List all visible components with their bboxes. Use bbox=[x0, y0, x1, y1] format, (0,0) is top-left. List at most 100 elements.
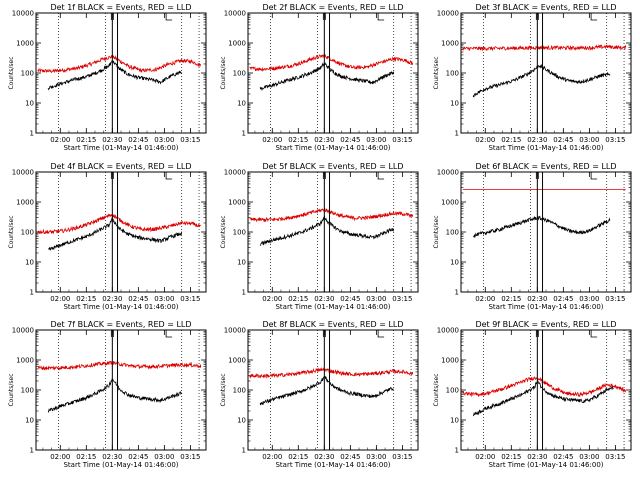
x-tick-label: 02:45 bbox=[340, 295, 360, 303]
interval-corner-mark bbox=[377, 13, 385, 21]
interval-corner-mark bbox=[165, 330, 173, 338]
panel-title: Det 7f BLACK = Events, RED = LLD bbox=[50, 320, 191, 329]
panel-title: Det 3f BLACK = Events, RED = LLD bbox=[475, 3, 616, 12]
series-events bbox=[47, 377, 183, 413]
y-tick-label: 10000 bbox=[224, 169, 246, 177]
y-tick-label: 1000 bbox=[228, 199, 246, 207]
y-tick-label: 10000 bbox=[12, 10, 34, 18]
x-tick-label: 03:00 bbox=[154, 453, 174, 461]
x-tick-label: 03:15 bbox=[180, 295, 200, 303]
series-lld bbox=[462, 43, 627, 52]
x-axis-label: Start Time (01-May-14 01:46:00) bbox=[275, 461, 390, 469]
x-tick-label: 03:00 bbox=[154, 295, 174, 303]
x-tick-label: 02:00 bbox=[262, 453, 282, 461]
y-tick-label: 100 bbox=[21, 70, 34, 78]
interval-corner-mark bbox=[322, 172, 326, 179]
y-tick-label: 10000 bbox=[12, 169, 34, 177]
y-tick-label: 1 bbox=[30, 130, 34, 138]
x-tick-label: 03:15 bbox=[392, 136, 412, 144]
series-events bbox=[472, 64, 611, 98]
plot-frame bbox=[247, 171, 419, 293]
y-tick-label: 1000 bbox=[228, 40, 246, 48]
y-tick-label: 1 bbox=[30, 289, 34, 297]
interval-corner-mark bbox=[110, 172, 114, 179]
x-tick-label: 02:15 bbox=[501, 453, 521, 461]
interval-corner-mark bbox=[322, 13, 326, 20]
x-tick-label: 03:15 bbox=[605, 295, 625, 303]
y-tick-label: 10000 bbox=[224, 10, 246, 18]
x-tick-label: 02:30 bbox=[527, 295, 547, 303]
x-axis-label: Start Time (01-May-14 01:46:00) bbox=[63, 461, 178, 469]
plot-frame bbox=[35, 12, 207, 134]
series-lld bbox=[37, 360, 202, 371]
y-tick-label: 10 bbox=[237, 417, 246, 425]
x-tick-label: 02:00 bbox=[50, 295, 70, 303]
x-tick-label: 02:00 bbox=[475, 453, 495, 461]
x-tick-label: 02:30 bbox=[102, 295, 122, 303]
interval-corner-mark bbox=[110, 13, 114, 20]
x-tick-label: 02:15 bbox=[501, 295, 521, 303]
x-axis-label: Start Time (01-May-14 01:46:00) bbox=[488, 144, 603, 152]
x-axis-label: Start Time (01-May-14 01:46:00) bbox=[488, 303, 603, 311]
y-tick-label: 100 bbox=[21, 387, 34, 395]
y-tick-label: 100 bbox=[233, 387, 246, 395]
y-tick-label: 10 bbox=[237, 259, 246, 267]
interval-corner-mark bbox=[590, 330, 598, 338]
y-tick-label: 1000 bbox=[16, 40, 34, 48]
y-axis-label: Counts/sec bbox=[8, 56, 15, 89]
x-axis-label: Start Time (01-May-14 01:46:00) bbox=[63, 144, 178, 152]
interval-corner-mark bbox=[590, 172, 598, 180]
series-events bbox=[259, 61, 395, 92]
y-tick-label: 10 bbox=[25, 417, 34, 425]
x-tick-label: 02:00 bbox=[50, 453, 70, 461]
y-tick-label: 1000 bbox=[441, 357, 459, 365]
x-tick-label: 02:45 bbox=[553, 136, 573, 144]
x-tick-label: 02:45 bbox=[128, 136, 148, 144]
x-axis-label: Start Time (01-May-14 01:46:00) bbox=[275, 303, 390, 311]
plot-frame bbox=[460, 12, 632, 134]
panel-det-3: Det 3f BLACK = Events, RED = LLD 1 10 100 10… bbox=[433, 3, 632, 152]
x-axis-label: Start Time (01-May-14 01:46:00) bbox=[63, 303, 178, 311]
x-tick-label: 03:00 bbox=[366, 136, 386, 144]
interval-corner-mark bbox=[535, 330, 539, 337]
y-tick-label: 1000 bbox=[441, 40, 459, 48]
y-axis-label: Counts/sec bbox=[433, 56, 440, 89]
y-tick-label: 1 bbox=[30, 447, 34, 455]
x-tick-label: 03:15 bbox=[392, 453, 412, 461]
y-axis-label: Counts/sec bbox=[433, 373, 440, 406]
panel-det-2: Det 2f BLACK = Events, RED = LLD 1 10 100 10… bbox=[220, 3, 419, 152]
x-tick-label: 03:00 bbox=[579, 453, 599, 461]
x-tick-label: 02:45 bbox=[553, 453, 573, 461]
x-tick-label: 03:15 bbox=[180, 453, 200, 461]
y-axis-label: Counts/sec bbox=[220, 373, 227, 406]
y-tick-label: 100 bbox=[233, 70, 246, 78]
x-tick-label: 02:00 bbox=[475, 136, 495, 144]
panel-title: Det 5f BLACK = Events, RED = LLD bbox=[262, 162, 403, 171]
y-tick-label: 100 bbox=[446, 387, 459, 395]
y-axis-label: Counts/sec bbox=[220, 215, 227, 248]
y-tick-label: 1000 bbox=[16, 199, 34, 207]
panel-det-5: Det 5f BLACK = Events, RED = LLD 1 10 100 10… bbox=[220, 162, 419, 311]
x-tick-label: 03:00 bbox=[579, 136, 599, 144]
series-events bbox=[259, 216, 395, 246]
x-tick-label: 03:00 bbox=[366, 453, 386, 461]
panel-title: Det 1f BLACK = Events, RED = LLD bbox=[50, 3, 191, 12]
x-tick-label: 02:30 bbox=[102, 453, 122, 461]
x-tick-label: 02:00 bbox=[262, 136, 282, 144]
x-tick-label: 03:00 bbox=[579, 295, 599, 303]
x-tick-label: 02:15 bbox=[76, 295, 96, 303]
y-tick-label: 10 bbox=[25, 259, 34, 267]
plot-frame bbox=[460, 171, 632, 293]
plot-frame bbox=[460, 329, 632, 451]
y-tick-label: 10 bbox=[450, 100, 459, 108]
interval-corner-mark bbox=[377, 330, 385, 338]
series-lld bbox=[249, 366, 414, 379]
y-tick-label: 1000 bbox=[441, 199, 459, 207]
y-tick-label: 10 bbox=[450, 417, 459, 425]
series-events bbox=[47, 59, 183, 91]
x-tick-label: 02:45 bbox=[128, 453, 148, 461]
series-lld bbox=[37, 213, 202, 235]
x-tick-label: 02:45 bbox=[553, 295, 573, 303]
x-tick-label: 02:15 bbox=[501, 136, 521, 144]
panel-det-1: Det 1f BLACK = Events, RED = LLD 1 10 100 10… bbox=[8, 3, 207, 152]
